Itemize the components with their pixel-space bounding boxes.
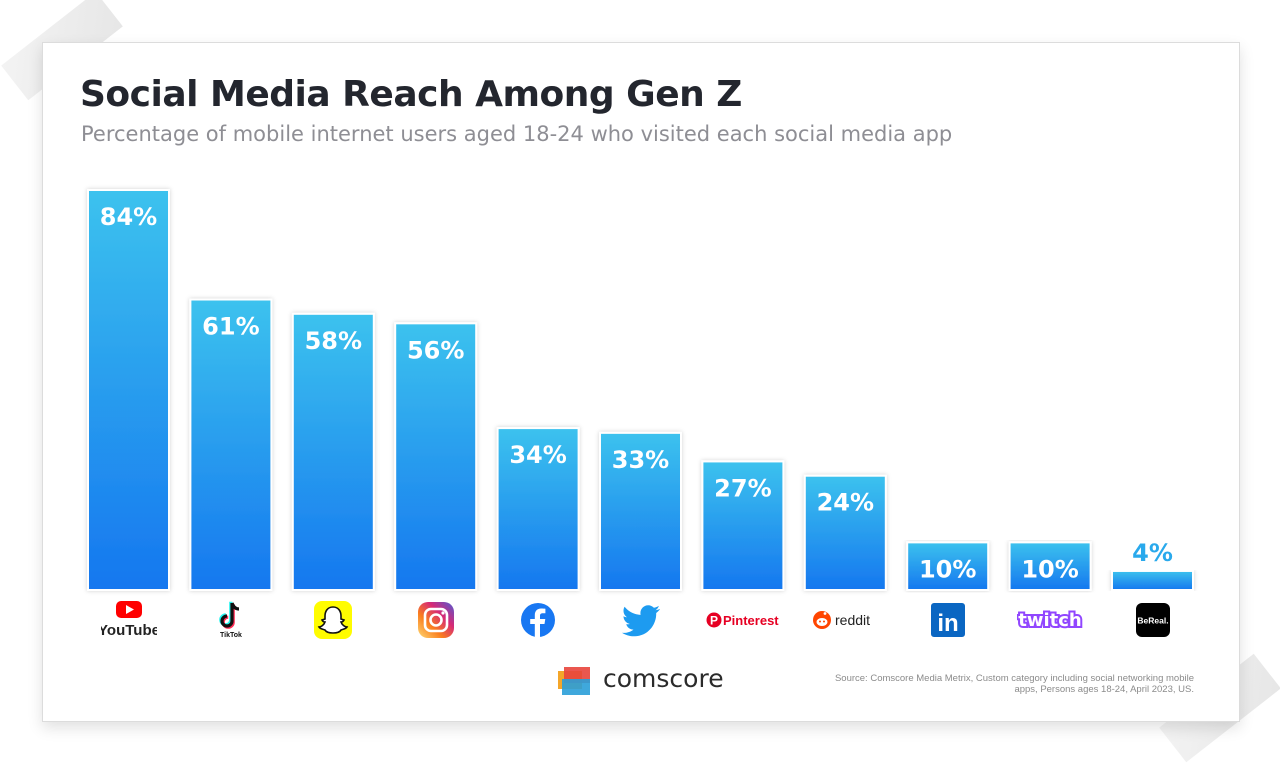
bar-snapchat [291, 312, 375, 591]
bar-label-pinterest: 27% [714, 474, 771, 502]
bar-youtube [87, 189, 170, 591]
svg-text:in: in [937, 610, 958, 637]
bereal-icon: BeReal. [1133, 600, 1173, 644]
bar-label-youtube: 84% [100, 203, 157, 231]
twitter-icon [619, 600, 663, 644]
bar-label-bereal: 4% [1132, 539, 1173, 567]
brand-name: comscore [603, 664, 724, 693]
facebook-icon [518, 600, 558, 644]
bar-label-facebook: 34% [509, 441, 566, 469]
bar-label-twitter: 33% [612, 446, 669, 474]
bar-label-instagram: 56% [407, 336, 464, 364]
bar-twitch [1008, 541, 1092, 592]
chart-title: Social Media Reach Among Gen Z [80, 74, 742, 115]
svg-text:twitch: twitch [1018, 610, 1082, 631]
pinterest-icon: P Pinterest [706, 605, 780, 639]
source-note: Source: Comscore Media Metrix, Custom ca… [834, 673, 1194, 695]
svg-text:YouTube: YouTube [101, 622, 157, 639]
bar-label-linkedin: 10% [919, 555, 976, 583]
reddit-icon: reddit [812, 605, 878, 639]
bar-label-twitch: 10% [1021, 555, 1078, 583]
bar-facebook [496, 427, 580, 591]
bar-instagram [394, 322, 478, 591]
bar-label-snapchat: 58% [305, 327, 362, 355]
svg-text:BeReal.: BeReal. [1137, 616, 1168, 626]
svg-text:TikTok: TikTok [220, 632, 242, 639]
bar-linkedin [906, 541, 990, 592]
svg-text:P: P [710, 614, 718, 628]
instagram-icon [416, 600, 456, 644]
bar-bereal [1111, 569, 1194, 592]
bar-twitter [599, 431, 682, 591]
chart-subtitle: Percentage of mobile internet users aged… [81, 122, 953, 146]
svg-text:Pinterest: Pinterest [723, 613, 779, 628]
svg-text:reddit: reddit [835, 612, 870, 628]
bar-label-reddit: 24% [817, 489, 874, 517]
snapchat-icon [313, 600, 353, 644]
comscore-logo-icon [558, 667, 590, 695]
youtube-icon: YouTube [98, 600, 159, 644]
bar-pinterest [701, 460, 785, 591]
tiktok-icon: TikTok [211, 600, 251, 644]
bar-tiktok [189, 298, 273, 591]
twitch-icon: twitch [1016, 605, 1084, 639]
bar-reddit [803, 474, 887, 592]
bar-label-tiktok: 61% [202, 313, 259, 341]
linkedin-icon: in [928, 600, 968, 644]
